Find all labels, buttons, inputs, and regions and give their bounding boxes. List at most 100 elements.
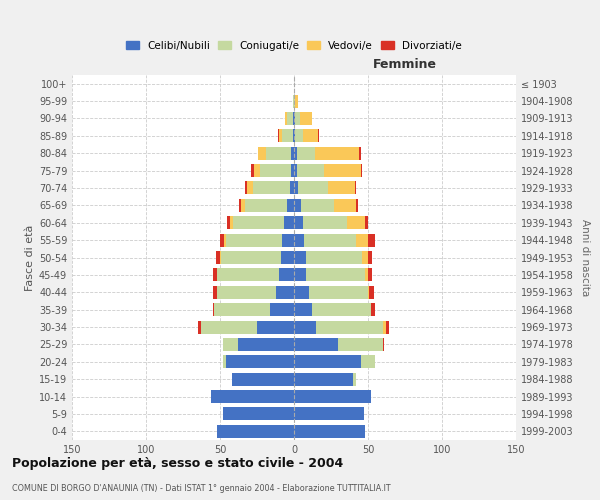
Bar [224,234,226,246]
Bar [211,390,294,403]
Bar [297,146,315,160]
Bar [214,303,271,316]
Bar [294,182,298,194]
Bar [361,356,376,368]
Bar [303,130,317,142]
Bar [247,182,253,194]
Bar [260,164,291,177]
Bar [287,199,294,212]
Bar [347,216,365,230]
Bar [301,199,334,212]
Bar [294,286,309,299]
Bar [291,146,294,160]
Bar [278,130,279,142]
Bar [220,251,221,264]
Bar [368,268,373,281]
Bar [306,268,365,281]
Bar [279,268,294,281]
Bar [282,234,294,246]
Bar [383,320,386,334]
Bar [232,372,294,386]
Bar [328,182,355,194]
Bar [254,164,260,177]
Bar [315,146,359,160]
Bar [287,112,293,125]
Bar [282,130,293,142]
Bar [226,356,294,368]
Bar [295,130,303,142]
Y-axis label: Fasce di età: Fasce di età [25,224,35,290]
Bar [230,216,233,230]
Bar [295,94,298,108]
Bar [294,216,303,230]
Bar [316,320,383,334]
Bar [217,268,279,281]
Bar [298,182,328,194]
Bar [294,408,364,420]
Bar [293,94,294,108]
Legend: Celibi/Nubili, Coniugati/e, Vedovi/e, Divorziati/e: Celibi/Nubili, Coniugati/e, Vedovi/e, Di… [122,36,466,54]
Bar [356,199,358,212]
Bar [233,216,284,230]
Bar [370,286,374,299]
Bar [220,234,224,246]
Bar [353,372,356,386]
Text: Popolazione per età, sesso e stato civile - 2004: Popolazione per età, sesso e stato civil… [12,458,343,470]
Bar [293,130,294,142]
Bar [251,164,254,177]
Text: Femmine: Femmine [373,58,437,71]
Bar [368,234,376,246]
Bar [294,356,361,368]
Bar [212,286,217,299]
Bar [217,286,276,299]
Bar [239,199,241,212]
Bar [212,268,217,281]
Bar [217,425,294,438]
Bar [294,112,295,125]
Bar [362,251,368,264]
Bar [361,164,362,177]
Bar [294,130,295,142]
Bar [245,182,247,194]
Bar [323,164,361,177]
Bar [294,164,297,177]
Bar [294,199,301,212]
Bar [295,112,300,125]
Bar [294,234,304,246]
Bar [355,182,356,194]
Bar [266,146,291,160]
Bar [294,320,316,334]
Bar [212,303,214,316]
Bar [309,286,368,299]
Bar [223,408,294,420]
Bar [294,372,353,386]
Bar [290,182,294,194]
Bar [383,338,384,351]
Bar [304,234,356,246]
Bar [359,146,361,160]
Bar [238,338,294,351]
Bar [386,320,389,334]
Bar [276,286,294,299]
Bar [294,94,295,108]
Bar [198,320,201,334]
Bar [281,251,294,264]
Bar [368,286,370,299]
Bar [368,251,373,264]
Text: COMUNE DI BORGO D'ANAUNIA (TN) - Dati ISTAT 1° gennaio 2004 - Elaborazione TUTTI: COMUNE DI BORGO D'ANAUNIA (TN) - Dati IS… [12,484,391,493]
Bar [294,390,371,403]
Bar [245,199,287,212]
Bar [221,251,281,264]
Bar [259,146,266,160]
Bar [294,251,306,264]
Bar [371,303,376,316]
Bar [294,425,365,438]
Bar [291,164,294,177]
Bar [356,234,368,246]
Bar [306,251,362,264]
Bar [215,251,220,264]
Bar [294,338,338,351]
Bar [365,268,368,281]
Bar [297,164,323,177]
Bar [241,199,245,212]
